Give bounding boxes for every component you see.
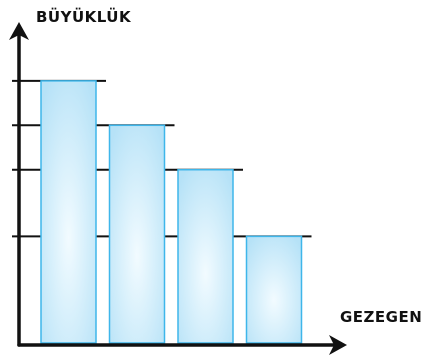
bar [108, 124, 166, 344]
y-axis-arrowhead [9, 22, 29, 40]
y-axis-title: BÜYÜKLÜK [36, 7, 132, 26]
bar [245, 235, 303, 344]
x-axis-title: GEZEGEN [340, 308, 422, 326]
bars [40, 80, 303, 344]
x-axis-arrowhead [329, 335, 347, 355]
bar [177, 168, 234, 344]
bar [40, 80, 97, 344]
